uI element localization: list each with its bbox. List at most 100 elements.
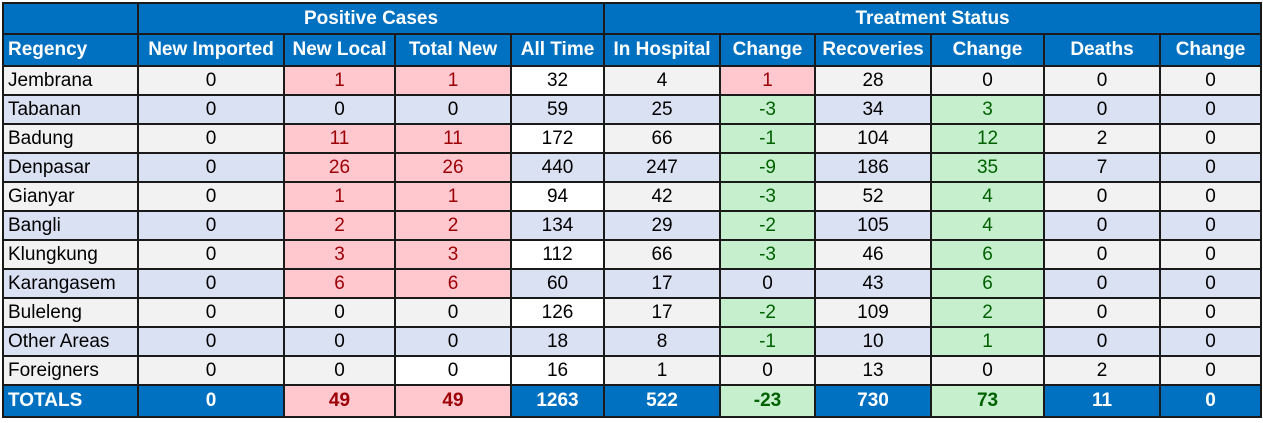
deaths-cell: 0 xyxy=(1043,268,1162,299)
in-hospital-cell: 247 xyxy=(603,152,722,183)
deaths-change-cell: 0 xyxy=(1159,239,1263,270)
total-new-cell: 1 xyxy=(394,65,512,96)
total-new-cell: 26 xyxy=(394,152,512,183)
column-header-new-imported: New Imported xyxy=(137,33,285,67)
totals-row: TOTALS 0 49 49 1263 522 -23 730 73 11 0 xyxy=(2,384,1263,418)
recoveries-cell: 10 xyxy=(814,326,933,357)
in-hospital-cell: 1 xyxy=(603,355,722,386)
all-time-cell: 60 xyxy=(509,268,606,299)
regency-name-cell: Jembrana xyxy=(2,65,139,96)
column-header-in-hospital: In Hospital xyxy=(603,33,722,67)
in-hospital-cell: 42 xyxy=(603,181,722,212)
column-header-recoveries-change: Change xyxy=(930,33,1046,67)
regency-name-cell: Gianyar xyxy=(2,181,139,212)
hospital-change-cell: -3 xyxy=(719,239,817,270)
column-header-row: Regency New Imported New Local Total New… xyxy=(2,33,1263,67)
recoveries-cell: 52 xyxy=(814,181,933,212)
recoveries-cell: 186 xyxy=(814,152,933,183)
deaths-change-cell: 0 xyxy=(1159,181,1263,212)
total-new-cell: 11 xyxy=(394,123,512,154)
all-time-cell: 59 xyxy=(509,94,606,125)
new-imported-cell: 0 xyxy=(137,65,285,96)
hospital-change-cell: -1 xyxy=(719,326,817,357)
in-hospital-cell: 17 xyxy=(603,268,722,299)
total-new-cell: 0 xyxy=(394,326,512,357)
deaths-change-cell: 0 xyxy=(1159,268,1263,299)
deaths-cell: 0 xyxy=(1043,210,1162,241)
deaths-change-cell: 0 xyxy=(1159,297,1263,328)
totals-label: TOTALS xyxy=(2,384,139,418)
in-hospital-cell: 29 xyxy=(603,210,722,241)
deaths-cell: 7 xyxy=(1043,152,1162,183)
deaths-change-cell: 0 xyxy=(1159,210,1263,241)
in-hospital-cell: 25 xyxy=(603,94,722,125)
total-new-cell: 6 xyxy=(394,268,512,299)
new-local-cell: 26 xyxy=(283,152,396,183)
table-row: Klungkung 0 3 3 112 66 -3 46 6 0 0 xyxy=(2,239,1263,270)
recoveries-change-cell: 4 xyxy=(930,181,1046,212)
recoveries-cell: 28 xyxy=(814,65,933,96)
new-imported-cell: 0 xyxy=(137,181,285,212)
deaths-change-cell: 0 xyxy=(1159,326,1263,357)
hospital-change-cell: -2 xyxy=(719,210,817,241)
new-local-cell: 3 xyxy=(283,239,396,270)
total-new-cell: 2 xyxy=(394,210,512,241)
totals-deaths-change: 0 xyxy=(1159,384,1263,418)
deaths-cell: 2 xyxy=(1043,123,1162,154)
hospital-change-cell: -3 xyxy=(719,94,817,125)
deaths-cell: 0 xyxy=(1043,94,1162,125)
table-row: Bangli 0 2 2 134 29 -2 105 4 0 0 xyxy=(2,210,1263,241)
group-header-treatment-status: Treatment Status xyxy=(603,2,1263,35)
totals-new-imported: 0 xyxy=(137,384,285,418)
table-row: Jembrana 0 1 1 32 4 1 28 0 0 0 xyxy=(2,65,1263,96)
deaths-cell: 0 xyxy=(1043,297,1162,328)
all-time-cell: 126 xyxy=(509,297,606,328)
totals-total-new: 49 xyxy=(394,384,512,418)
in-hospital-cell: 8 xyxy=(603,326,722,357)
recoveries-change-cell: 12 xyxy=(930,123,1046,154)
deaths-cell: 0 xyxy=(1043,326,1162,357)
column-header-regency: Regency xyxy=(2,33,139,67)
recoveries-change-cell: 6 xyxy=(930,239,1046,270)
recoveries-change-cell: 3 xyxy=(930,94,1046,125)
new-local-cell: 0 xyxy=(283,326,396,357)
new-imported-cell: 0 xyxy=(137,326,285,357)
new-imported-cell: 0 xyxy=(137,210,285,241)
new-local-cell: 11 xyxy=(283,123,396,154)
all-time-cell: 18 xyxy=(509,326,606,357)
all-time-cell: 94 xyxy=(509,181,606,212)
totals-deaths: 11 xyxy=(1043,384,1162,418)
recoveries-change-cell: 4 xyxy=(930,210,1046,241)
regency-name-cell: Karangasem xyxy=(2,268,139,299)
total-new-cell: 0 xyxy=(394,297,512,328)
new-imported-cell: 0 xyxy=(137,152,285,183)
recoveries-cell: 109 xyxy=(814,297,933,328)
recoveries-cell: 46 xyxy=(814,239,933,270)
in-hospital-cell: 66 xyxy=(603,123,722,154)
deaths-change-cell: 0 xyxy=(1159,123,1263,154)
hospital-change-cell: 0 xyxy=(719,355,817,386)
hospital-change-cell: -2 xyxy=(719,297,817,328)
deaths-change-cell: 0 xyxy=(1159,152,1263,183)
recoveries-cell: 34 xyxy=(814,94,933,125)
total-new-cell: 0 xyxy=(394,355,512,386)
column-header-total-new: Total New xyxy=(394,33,512,67)
deaths-change-cell: 0 xyxy=(1159,355,1263,386)
table-row: Denpasar 0 26 26 440 247 -9 186 35 7 0 xyxy=(2,152,1263,183)
recoveries-cell: 104 xyxy=(814,123,933,154)
recoveries-change-cell: 0 xyxy=(930,355,1046,386)
regency-name-cell: Tabanan xyxy=(2,94,139,125)
hospital-change-cell: -3 xyxy=(719,181,817,212)
column-header-recoveries: Recoveries xyxy=(814,33,933,67)
recoveries-change-cell: 2 xyxy=(930,297,1046,328)
regency-name-cell: Badung xyxy=(2,123,139,154)
recoveries-cell: 43 xyxy=(814,268,933,299)
in-hospital-cell: 4 xyxy=(603,65,722,96)
column-header-new-local: New Local xyxy=(283,33,396,67)
recoveries-cell: 13 xyxy=(814,355,933,386)
all-time-cell: 172 xyxy=(509,123,606,154)
totals-recoveries: 730 xyxy=(814,384,933,418)
regency-name-cell: Other Areas xyxy=(2,326,139,357)
hospital-change-cell: -9 xyxy=(719,152,817,183)
